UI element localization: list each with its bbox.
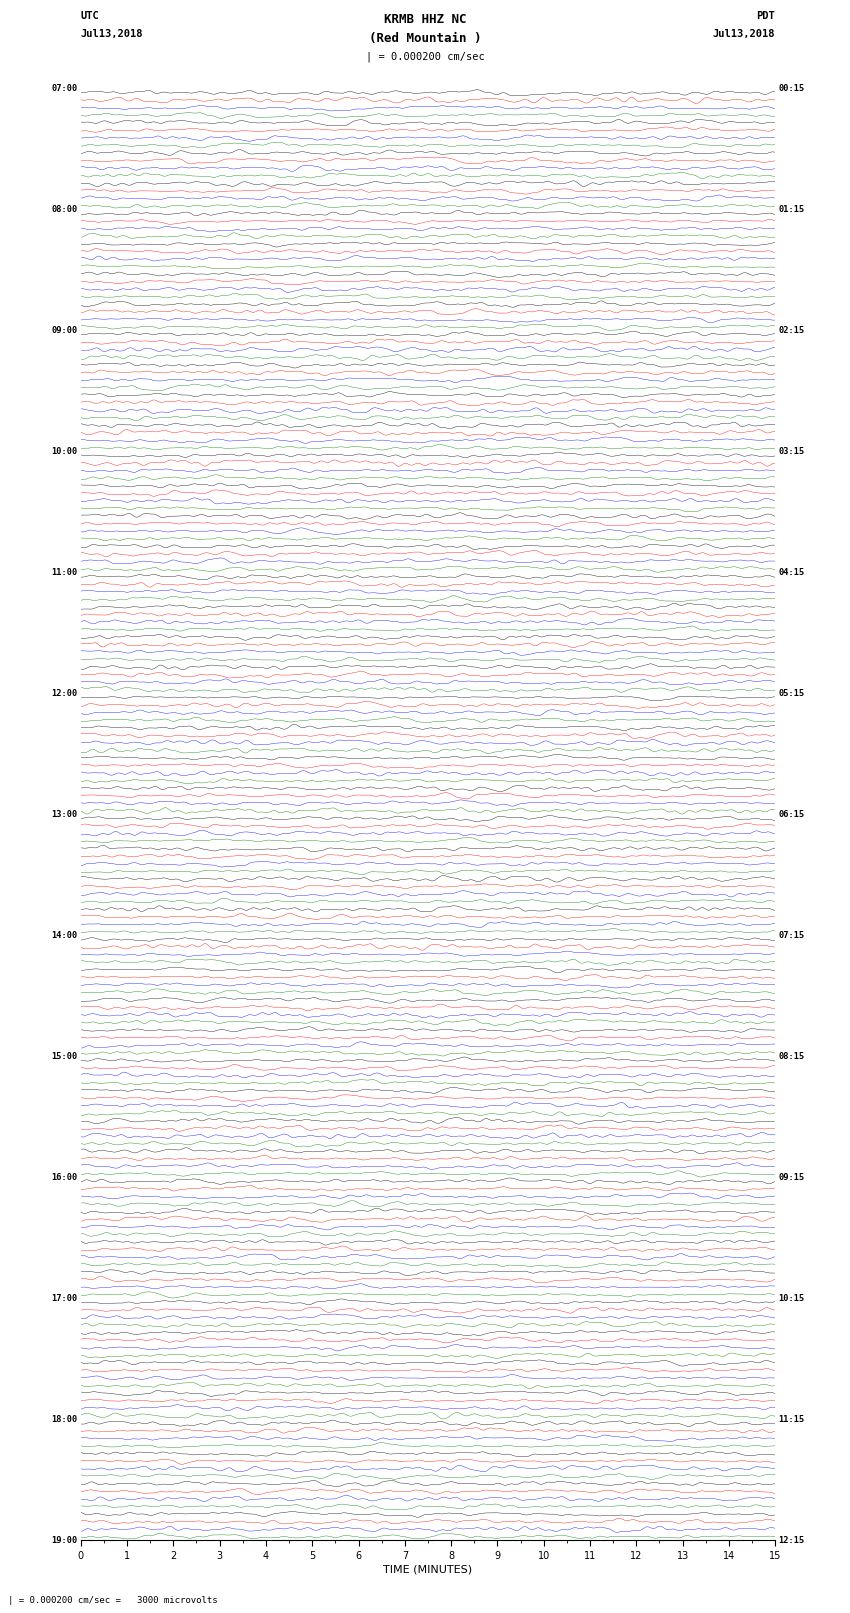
Text: Jul13,2018: Jul13,2018 (712, 29, 775, 39)
Text: 07:15: 07:15 (779, 931, 805, 940)
Text: 14:00: 14:00 (51, 931, 77, 940)
Text: 18:00: 18:00 (51, 1415, 77, 1424)
Text: 02:15: 02:15 (779, 326, 805, 336)
X-axis label: TIME (MINUTES): TIME (MINUTES) (383, 1565, 473, 1574)
Text: 15:00: 15:00 (51, 1052, 77, 1061)
Text: 04:15: 04:15 (779, 568, 805, 577)
Text: 10:00: 10:00 (51, 447, 77, 456)
Text: 09:15: 09:15 (779, 1173, 805, 1182)
Text: 09:00: 09:00 (51, 326, 77, 336)
Text: 03:15: 03:15 (779, 447, 805, 456)
Text: KRMB HHZ NC: KRMB HHZ NC (383, 13, 467, 26)
Text: 11:15: 11:15 (779, 1415, 805, 1424)
Text: 07:00: 07:00 (51, 84, 77, 94)
Text: 11:00: 11:00 (51, 568, 77, 577)
Text: 13:00: 13:00 (51, 810, 77, 819)
Text: 12:00: 12:00 (51, 689, 77, 698)
Text: 01:15: 01:15 (779, 205, 805, 215)
Text: 19:00: 19:00 (51, 1536, 77, 1545)
Text: | = 0.000200 cm/sec =   3000 microvolts: | = 0.000200 cm/sec = 3000 microvolts (8, 1595, 218, 1605)
Text: 00:15: 00:15 (779, 84, 805, 94)
Text: (Red Mountain ): (Red Mountain ) (369, 32, 481, 45)
Text: 08:15: 08:15 (779, 1052, 805, 1061)
Text: 12:15: 12:15 (779, 1536, 805, 1545)
Text: 17:00: 17:00 (51, 1294, 77, 1303)
Text: 06:15: 06:15 (779, 810, 805, 819)
Text: 08:00: 08:00 (51, 205, 77, 215)
Text: UTC: UTC (81, 11, 99, 21)
Text: PDT: PDT (756, 11, 775, 21)
Text: 05:15: 05:15 (779, 689, 805, 698)
Text: Jul13,2018: Jul13,2018 (81, 29, 144, 39)
Text: | = 0.000200 cm/sec: | = 0.000200 cm/sec (366, 52, 484, 63)
Text: 16:00: 16:00 (51, 1173, 77, 1182)
Text: 10:15: 10:15 (779, 1294, 805, 1303)
